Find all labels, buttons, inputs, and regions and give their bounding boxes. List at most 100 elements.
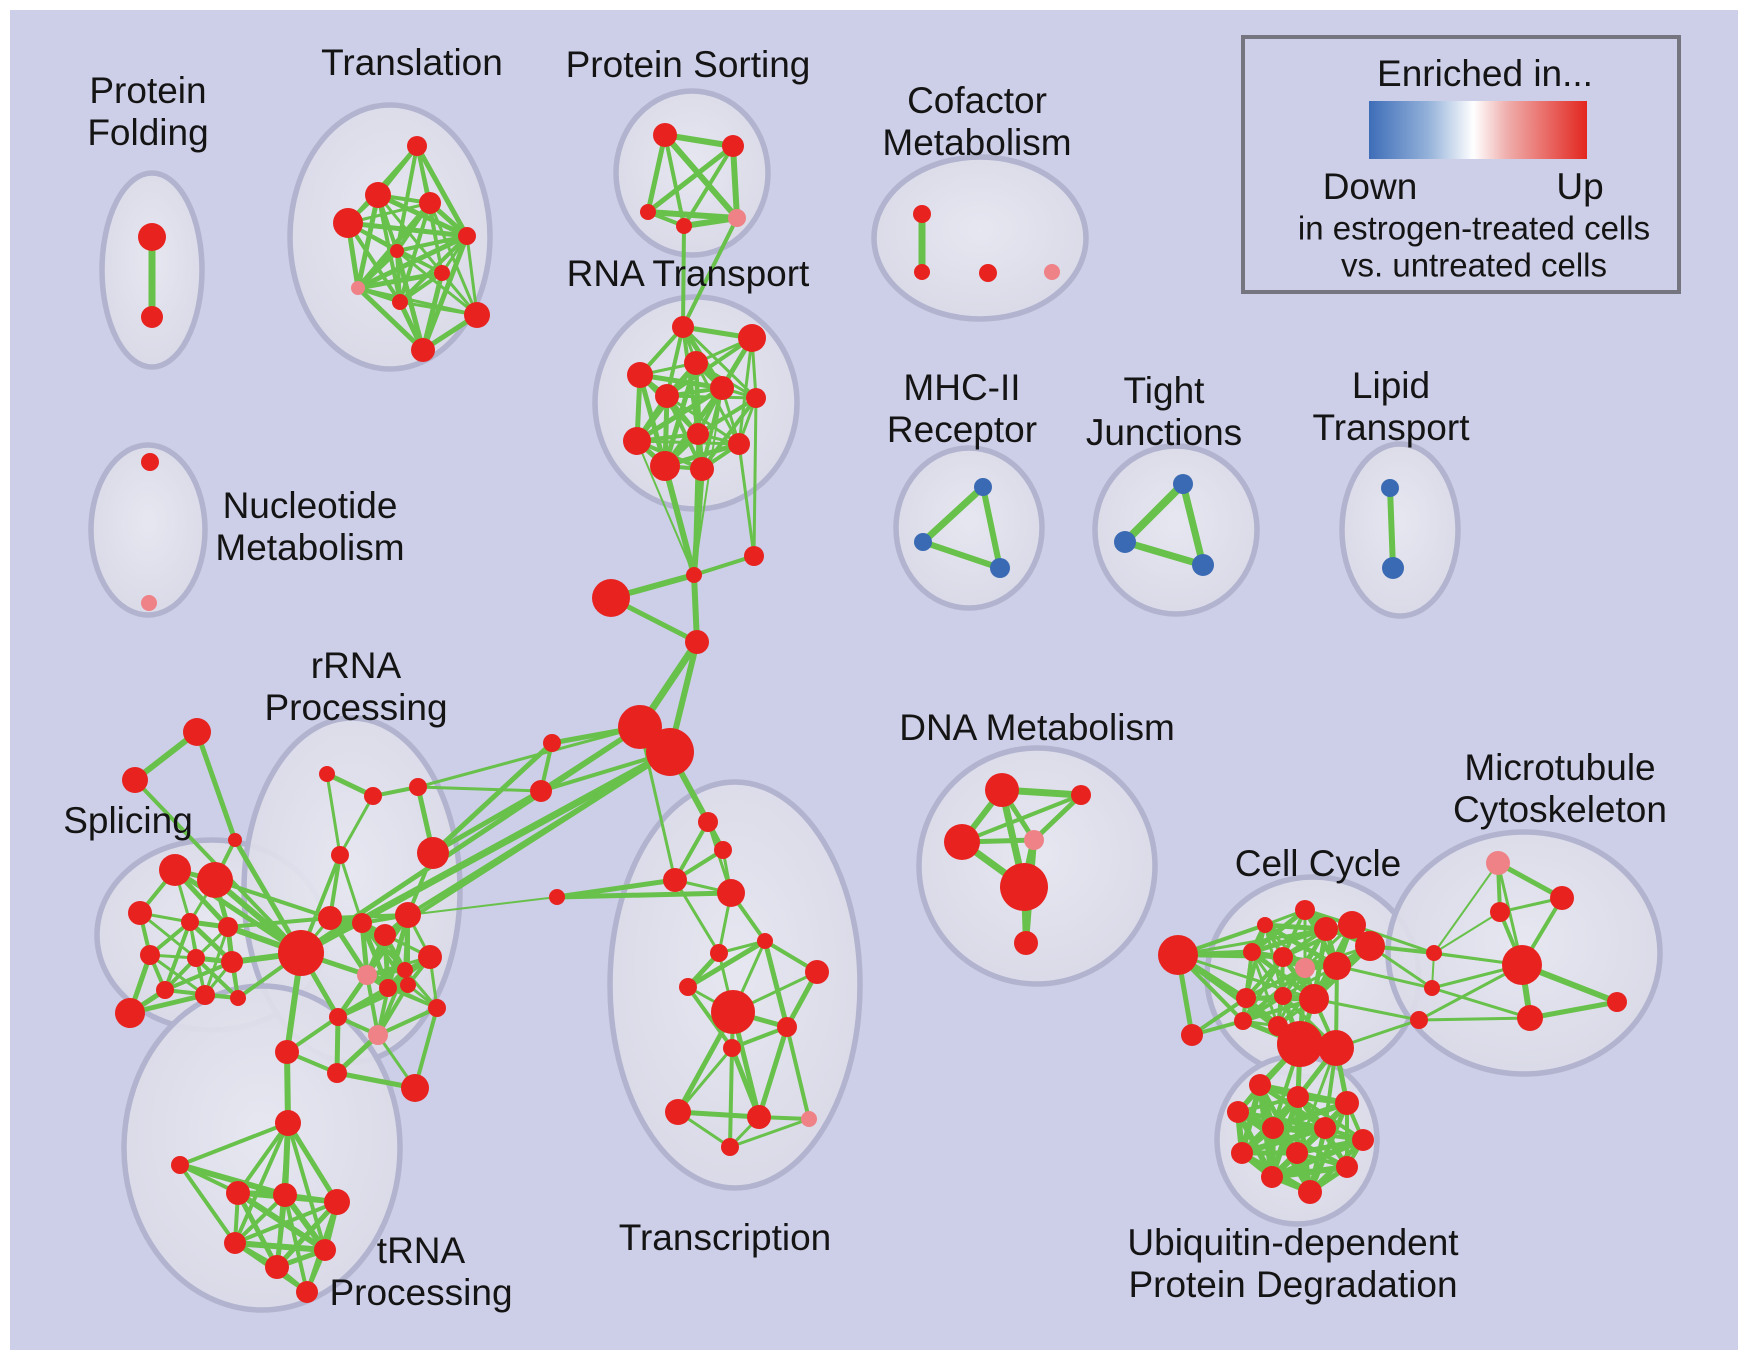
node-red xyxy=(159,854,191,886)
cluster-label-protein-sorting: Protein Sorting xyxy=(566,44,811,85)
node-blue xyxy=(974,478,992,496)
edge xyxy=(693,387,723,576)
node-red xyxy=(379,979,397,997)
legend-gradient-bar xyxy=(1369,101,1587,159)
edge xyxy=(756,1024,790,1120)
node-pink xyxy=(728,209,746,227)
edge xyxy=(1350,923,1436,955)
node-red xyxy=(458,227,476,245)
node-red xyxy=(721,1138,739,1156)
node-red xyxy=(1502,945,1542,985)
node-red xyxy=(1249,1074,1271,1096)
node-red xyxy=(352,913,372,933)
node-red xyxy=(195,985,215,1005)
node-red xyxy=(364,787,382,805)
node-pink xyxy=(1044,264,1060,280)
node-red xyxy=(418,945,442,969)
edge xyxy=(1244,966,1307,1000)
edge xyxy=(163,960,234,992)
node-red xyxy=(407,136,427,156)
edge xyxy=(692,432,700,577)
node-red xyxy=(1336,1156,1358,1178)
node-red xyxy=(122,767,148,793)
node-red xyxy=(417,837,449,869)
cluster-ellipse-tight-junctions xyxy=(1092,443,1260,617)
node-pink xyxy=(368,1025,388,1045)
node-red xyxy=(141,306,163,328)
edge xyxy=(235,1190,280,1270)
node-red xyxy=(1274,987,1292,1005)
edge xyxy=(638,725,677,882)
edge xyxy=(696,396,758,436)
cluster-ellipse-mhc-ii-receptor xyxy=(893,445,1045,611)
node-red xyxy=(805,960,829,984)
node-red xyxy=(400,977,416,993)
cluster-label-cofactor-metabolism: Cofactor Metabolism xyxy=(882,80,1071,163)
node-red xyxy=(687,423,709,445)
cluster-label-rna-transport: RNA Transport xyxy=(567,253,810,294)
edge xyxy=(675,1109,762,1120)
node-red xyxy=(698,812,718,832)
cluster-label-nucleotide-metabolism: Nucleotide Metabolism xyxy=(215,485,404,568)
edge xyxy=(338,853,364,925)
edge xyxy=(194,729,238,843)
node-red xyxy=(672,316,694,338)
node-red xyxy=(1277,1021,1323,1067)
edge xyxy=(1417,1016,1532,1022)
edge xyxy=(178,1121,290,1167)
node-red xyxy=(419,192,441,214)
node-red xyxy=(278,930,324,976)
node-red xyxy=(224,1232,246,1254)
cluster-label-rrna-processing: rRNA Processing xyxy=(264,645,447,728)
cluster-ellipses-layer xyxy=(88,88,1663,1313)
edge xyxy=(376,1006,439,1037)
edge xyxy=(785,1025,811,1121)
node-red xyxy=(273,1183,297,1207)
node-red xyxy=(710,944,728,962)
edge xyxy=(1239,1125,1328,1156)
node-red xyxy=(1314,1117,1336,1139)
node-red xyxy=(1550,886,1574,910)
edge xyxy=(662,463,697,578)
edge xyxy=(398,271,444,304)
node-red xyxy=(913,205,931,223)
edge xyxy=(685,938,768,990)
node-red xyxy=(627,362,653,388)
node-red xyxy=(690,457,714,481)
node-blue xyxy=(1382,557,1404,579)
node-red xyxy=(1323,952,1351,980)
node-red xyxy=(1014,931,1038,955)
node-red xyxy=(230,990,246,1006)
node-red xyxy=(711,990,755,1034)
node-red xyxy=(1318,1030,1354,1066)
node-red xyxy=(226,1181,250,1205)
edge xyxy=(1176,927,1328,957)
node-pink xyxy=(141,595,157,611)
cluster-ellipse-lipid-transport xyxy=(1339,441,1461,619)
node-red xyxy=(397,962,413,978)
node-red xyxy=(140,945,160,965)
node-red xyxy=(183,718,211,746)
legend-title: Enriched in... xyxy=(1377,53,1593,94)
node-red xyxy=(640,204,656,220)
edge xyxy=(554,890,734,900)
edge xyxy=(1121,480,1187,546)
edge xyxy=(430,740,555,856)
node-red xyxy=(1607,992,1627,1012)
node-red xyxy=(655,384,679,408)
node-red xyxy=(327,1063,347,1083)
node-red xyxy=(746,388,766,408)
cluster-label-mhc-ii-receptor: MHC-II Receptor xyxy=(887,367,1037,450)
node-red xyxy=(187,949,205,967)
edge xyxy=(365,973,380,1037)
node-red xyxy=(1424,980,1440,996)
node-red xyxy=(684,351,708,375)
edge xyxy=(960,793,1083,844)
edge xyxy=(686,985,734,1050)
node-red xyxy=(409,778,427,796)
node-red xyxy=(128,901,152,925)
edge xyxy=(430,788,544,856)
edge xyxy=(398,300,479,317)
cluster-label-cell-cycle: Cell Cycle xyxy=(1235,843,1402,884)
node-red xyxy=(1490,902,1510,922)
